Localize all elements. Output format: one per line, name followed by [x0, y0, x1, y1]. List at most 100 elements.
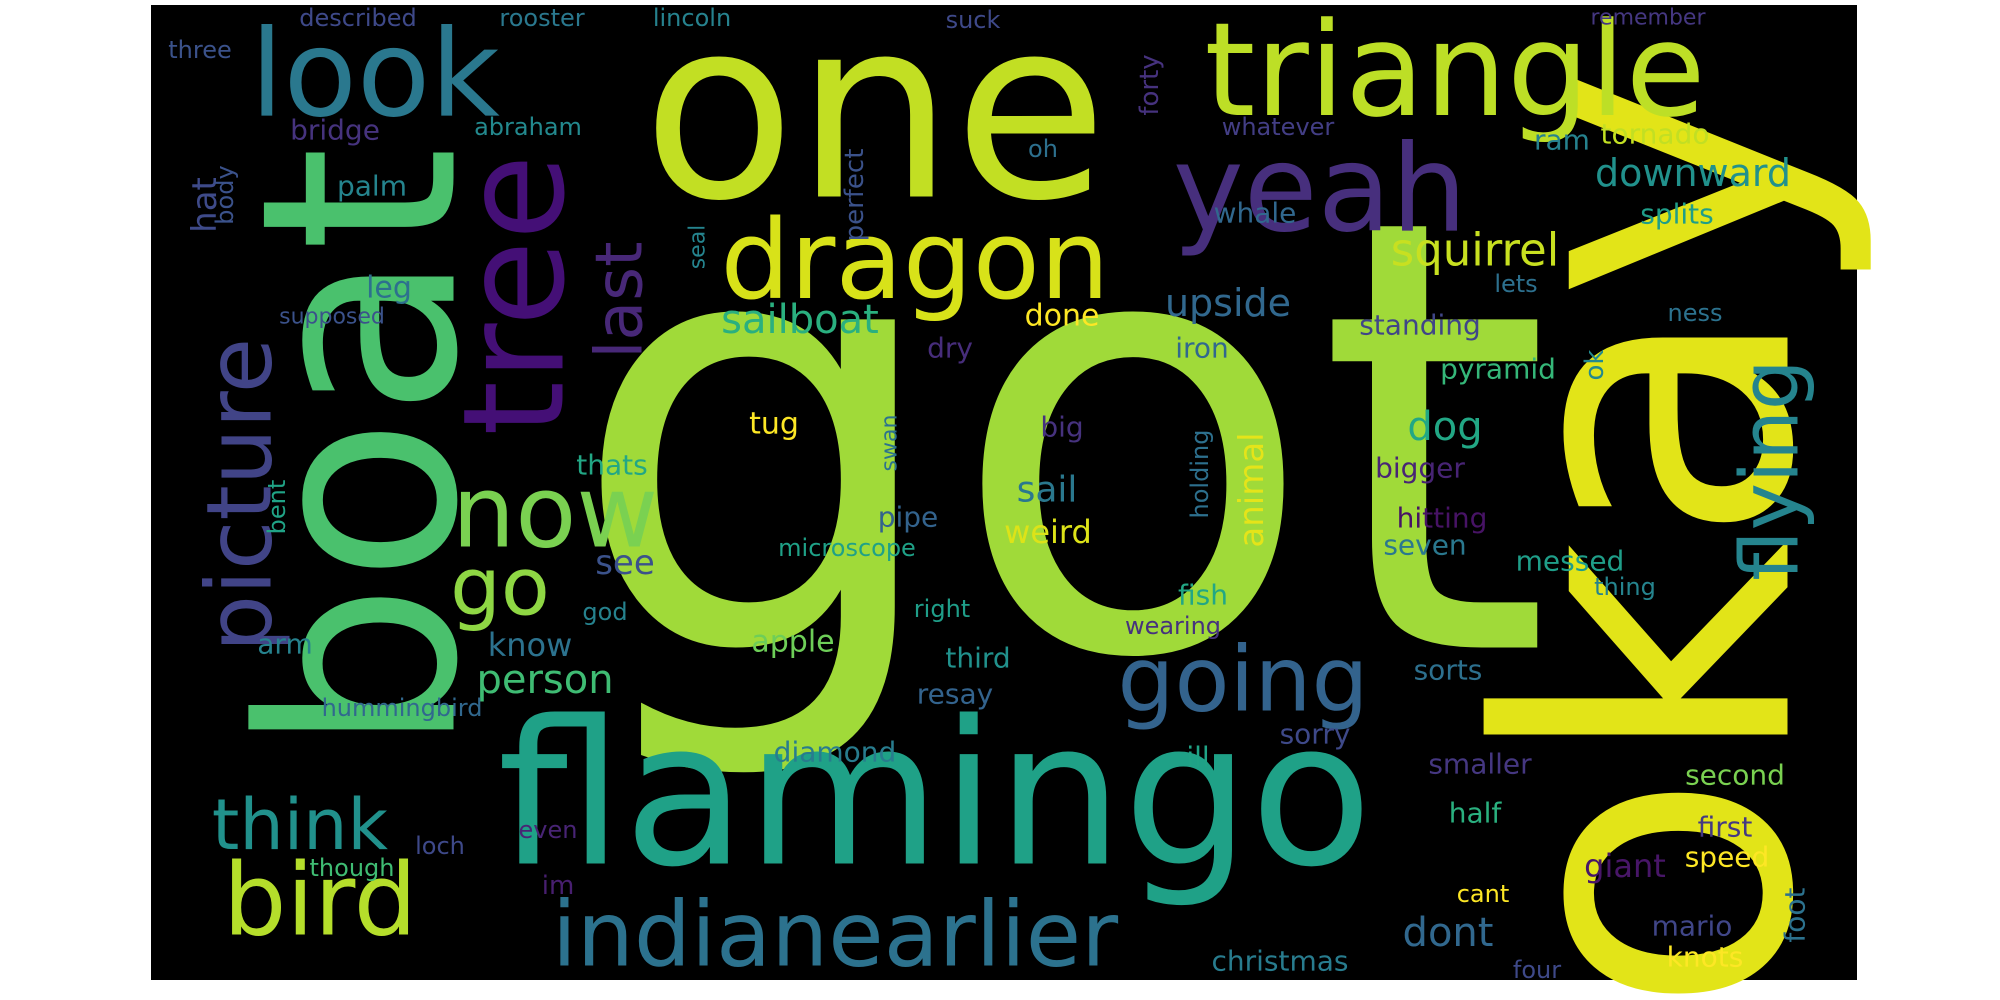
word-first: first: [1698, 811, 1753, 844]
word-speed: speed: [1685, 841, 1770, 874]
word-dragon: dragon: [720, 196, 1109, 324]
word-described: described: [299, 4, 416, 32]
word-triangle: triangle: [1204, 0, 1705, 146]
word-fish: fish: [1178, 579, 1228, 612]
word-flamingo: flamingo: [498, 679, 1373, 912]
word-hummingbird: hummingbird: [322, 694, 483, 722]
word-done: done: [1025, 299, 1100, 334]
word-flying: flying: [1724, 359, 1817, 580]
word-look: look: [250, 6, 500, 145]
word-apple: apple: [751, 625, 834, 660]
word-know: know: [488, 626, 573, 664]
word-one: one: [642, 0, 1107, 256]
word-knots: knots: [1667, 941, 1744, 974]
word-mario: mario: [1652, 910, 1733, 943]
word-sorts: sorts: [1414, 654, 1483, 687]
word-four: four: [1513, 956, 1561, 984]
word-half: half: [1449, 797, 1503, 830]
word-sailboat: sailboat: [721, 297, 879, 343]
word-cant: cant: [1457, 880, 1510, 908]
word-hat: hat: [185, 177, 225, 233]
word-picture: picture: [188, 338, 293, 652]
word-though: though: [310, 854, 395, 882]
word-ness: ness: [1668, 299, 1723, 327]
word-perfect: perfect: [840, 149, 870, 242]
word-seven: seven: [1383, 529, 1466, 562]
word-yeah: yeah: [1173, 121, 1467, 260]
word-going: going: [1117, 628, 1368, 733]
word-squirrel: squirrel: [1391, 224, 1559, 277]
word-forty: forty: [1135, 54, 1165, 115]
word-rooster: rooster: [499, 4, 584, 32]
word-bird: bird: [223, 842, 417, 959]
word-body: body: [211, 165, 239, 224]
word-thing: thing: [1594, 573, 1656, 601]
word-abraham: abraham: [474, 113, 582, 141]
word-leg: leg: [366, 271, 412, 306]
word-pyramid: pyramid: [1440, 353, 1556, 386]
word-right: right: [914, 595, 970, 623]
word-dog: dog: [1407, 404, 1482, 450]
word-third: third: [945, 642, 1010, 675]
word-messed: messed: [1516, 545, 1625, 578]
word-palm: palm: [337, 170, 407, 203]
word-arm: arm: [257, 628, 312, 661]
word-dry: dry: [927, 332, 973, 365]
word-seal: seal: [686, 225, 711, 270]
word-remember: remember: [1590, 6, 1706, 31]
word-swan: swan: [878, 415, 903, 472]
word-got: got: [568, 91, 1551, 790]
word-bigger: bigger: [1375, 452, 1465, 485]
word-see: see: [595, 543, 655, 583]
word-whatever: whatever: [1222, 113, 1335, 141]
word-bridge: bridge: [290, 114, 380, 147]
word-hitting: hitting: [1397, 502, 1488, 535]
word-iron: iron: [1175, 332, 1229, 365]
word-thats: thats: [576, 449, 647, 482]
word-upside: upside: [1165, 281, 1291, 325]
word-ram: ram: [1534, 124, 1590, 157]
word-tree: tree: [434, 154, 597, 436]
cloud-background: [151, 5, 1857, 980]
word-lincoln: lincoln: [653, 4, 731, 32]
word-pipe: pipe: [878, 501, 939, 534]
word-go: go: [450, 541, 550, 634]
word-think: think: [212, 784, 389, 866]
word-im: im: [542, 871, 575, 901]
word-oh: oh: [1028, 135, 1058, 163]
word-sail: sail: [1017, 470, 1078, 511]
word-standing: standing: [1359, 309, 1481, 342]
word-animal: animal: [1232, 432, 1272, 547]
word-tug: tug: [749, 407, 799, 442]
word-ok: ok: [1580, 350, 1610, 381]
word-second: second: [1685, 759, 1785, 792]
word-smaller: smaller: [1428, 748, 1532, 781]
word-christmas: christmas: [1211, 945, 1348, 978]
word-person: person: [476, 657, 613, 703]
word-okay: okay: [1418, 64, 1883, 1000]
word-ill: ill: [1186, 741, 1209, 774]
word-even: even: [519, 816, 578, 844]
word-sorry: sorry: [1280, 718, 1351, 751]
word-three: three: [168, 36, 232, 64]
word-resay: resay: [917, 678, 993, 711]
word-last: last: [583, 241, 658, 358]
word-boat: boat: [203, 146, 518, 754]
word-foot: foot: [1779, 887, 1812, 942]
word-wearing: wearing: [1125, 612, 1221, 640]
word-supposed: supposed: [279, 305, 385, 330]
word-diamond: diamond: [774, 736, 897, 769]
word-bent: bent: [263, 480, 291, 535]
word-suck: suck: [946, 6, 1001, 34]
word-indianearlier: indianearlier: [552, 883, 1118, 988]
word-weird: weird: [1004, 513, 1092, 551]
word-tornado: tornado: [1601, 118, 1710, 151]
word-big: big: [1040, 411, 1083, 444]
word-now: now: [452, 454, 658, 571]
word-god: god: [582, 598, 627, 626]
word-dont: dont: [1403, 910, 1494, 956]
word-lets: lets: [1494, 270, 1537, 298]
word-downward: downward: [1595, 151, 1791, 195]
